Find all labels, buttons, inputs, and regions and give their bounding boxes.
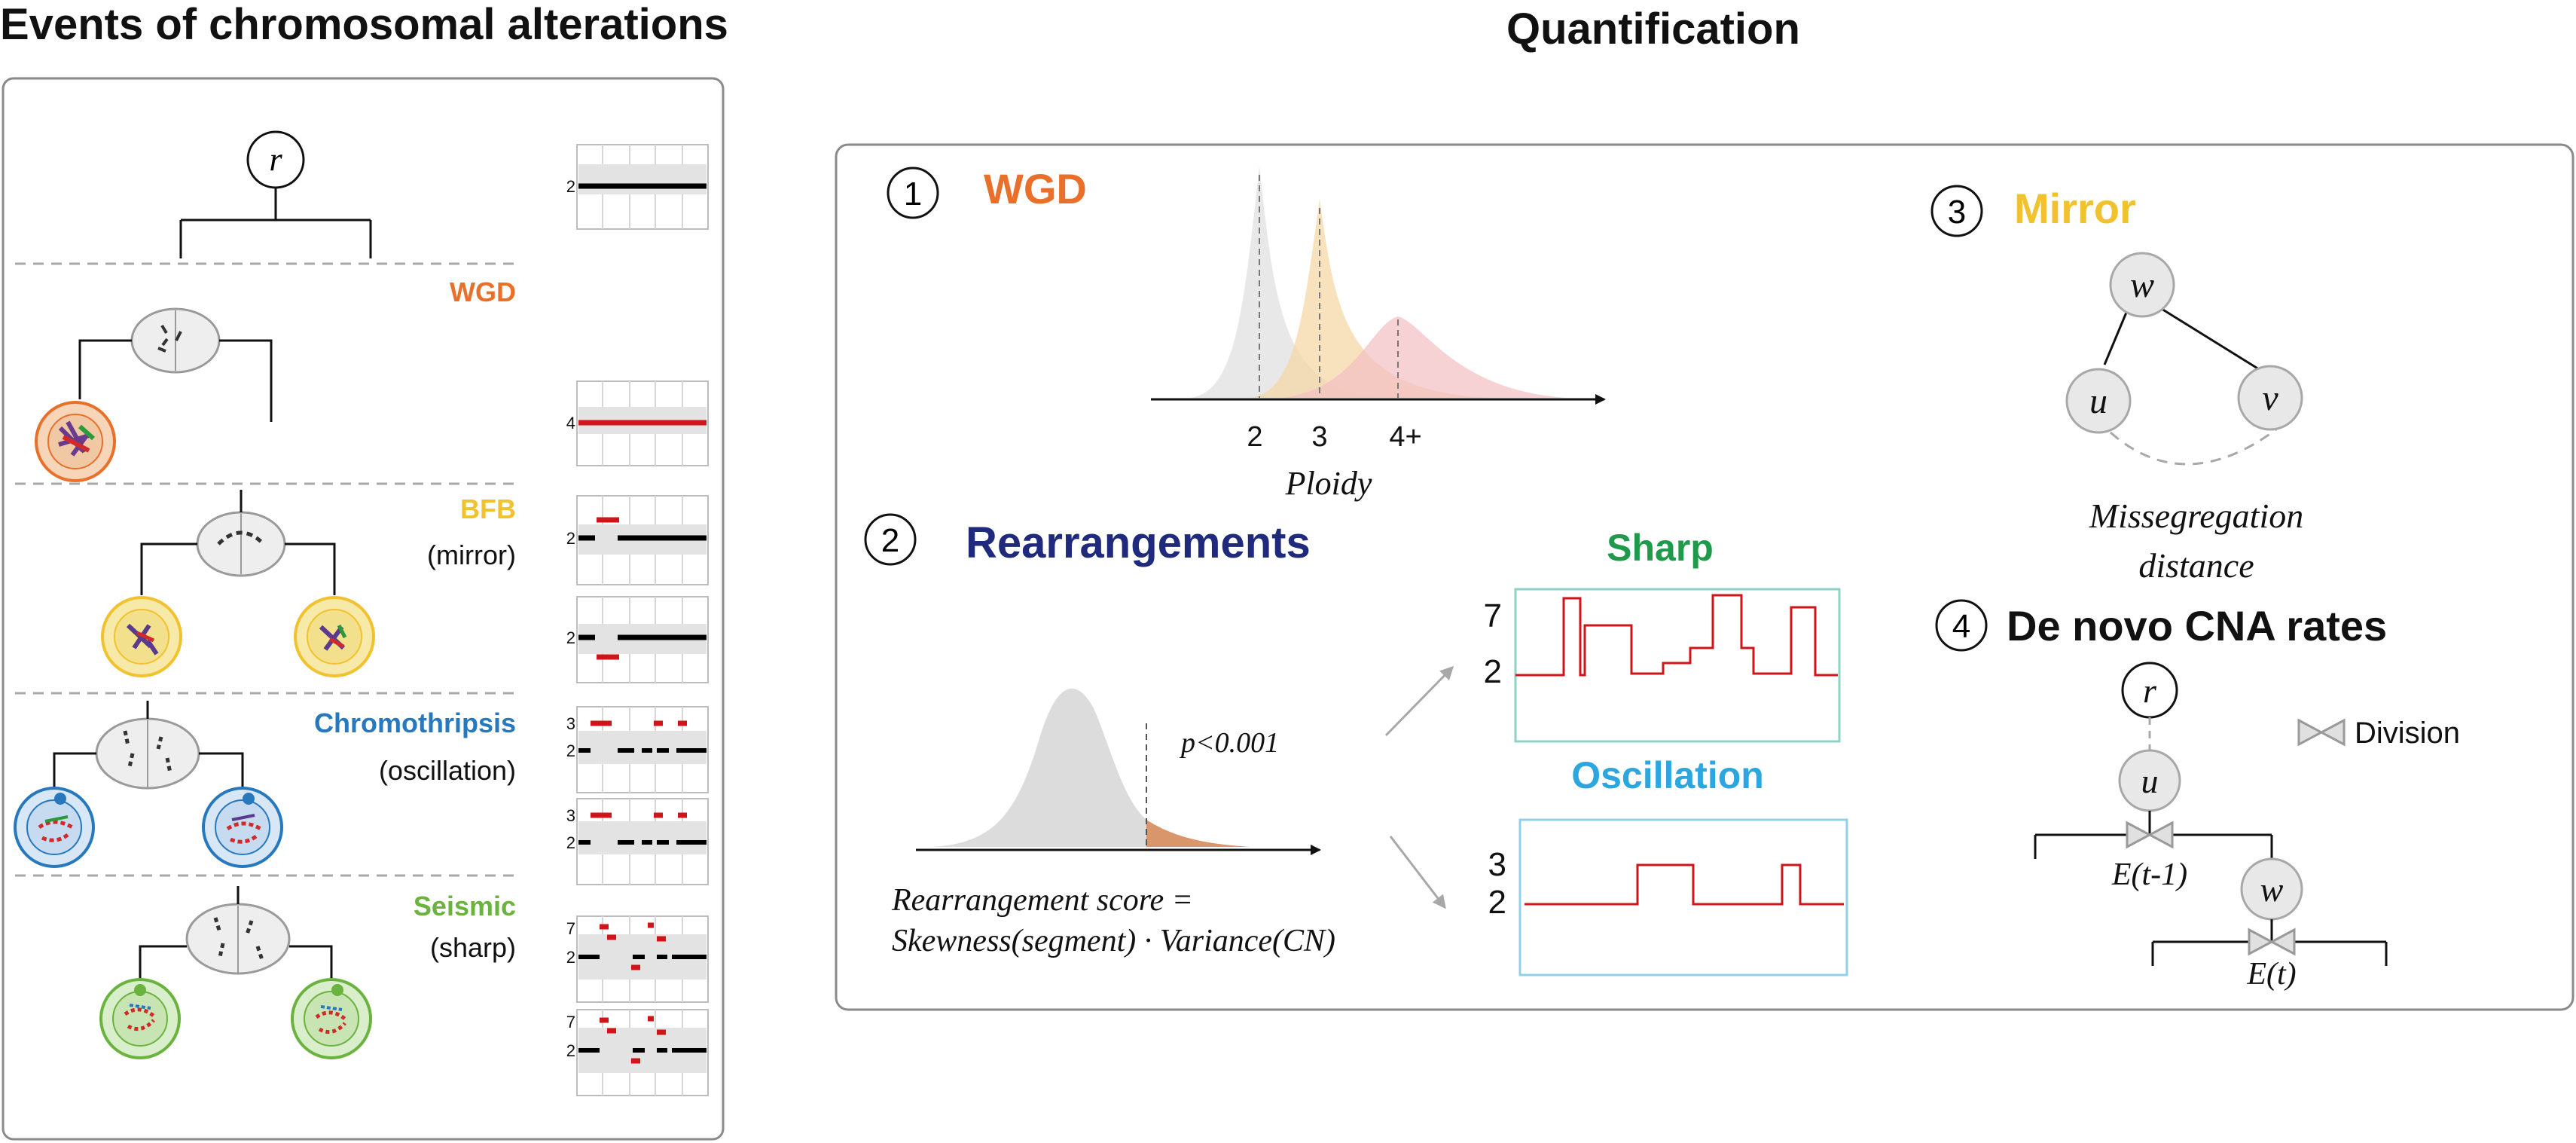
division-legend-label: Division (2355, 717, 2460, 750)
cn-tick-p5a: 3 (566, 714, 575, 733)
mirror-caption-line1: Missegregation (2089, 497, 2304, 535)
mirror-number: 3 (1948, 194, 1966, 231)
arrow-to-sharp (1384, 665, 1454, 737)
division-legend-icon (2297, 718, 2346, 747)
root-tree (179, 188, 372, 258)
cn-tick-p6a: 3 (566, 806, 575, 825)
rate-label-e-t: E(t) (2246, 957, 2296, 992)
event-label-wgd: WGD (450, 277, 516, 307)
cn-tick-p7b: 2 (566, 948, 575, 967)
left-panel-title: Events of chromosomal alterations (0, 0, 728, 49)
oscillation-tick-3: 3 (1488, 846, 1506, 883)
cn-tick-p8b: 2 (566, 1041, 575, 1060)
cn-tick-p5b: 2 (566, 741, 575, 760)
event-label-bfb: BFB (460, 494, 516, 524)
formula-line1: Rearrangement score = (891, 883, 1193, 918)
division-symbol-upper (2126, 821, 2174, 849)
cn-tick-p8a: 7 (566, 1013, 575, 1031)
cn-tick-p7a: 7 (566, 919, 575, 938)
seismic-dividing-cell (185, 903, 291, 975)
division-symbol-lower (2248, 928, 2296, 956)
cn-tick-p4: 2 (566, 628, 575, 647)
missegregation-arc (2110, 428, 2277, 466)
denovo-node-u-label: u (2141, 762, 2159, 800)
mirror-node-v-label: v (2262, 378, 2278, 418)
chromothripsis-cell-left (14, 787, 95, 868)
oscillation-heading: Oscillation (1571, 754, 1764, 796)
denovo-node-r-label: r (2143, 671, 2157, 710)
rearr-number-circle (864, 513, 917, 566)
chromothripsis-dividing-cell (95, 717, 200, 790)
mirror-caption-line2: distance (2138, 546, 2254, 585)
denovo-heading: De novo CNA rates (2007, 602, 2387, 649)
mirror-heading: Mirror (2014, 185, 2136, 232)
event-separators (15, 262, 520, 877)
sharp-panel-frame (1514, 588, 1841, 743)
ploidy-tick-4plus: 4+ (1389, 421, 1421, 453)
event-label-seismic: Seismic (414, 891, 516, 921)
mirror-node-v (2237, 365, 2303, 431)
wgd-heading: WGD (984, 165, 1087, 212)
rate-label-e-t-minus-1: E(t-1) (2111, 857, 2187, 892)
sharp-tick-7: 7 (1484, 597, 1502, 634)
cn-tick-p6b: 2 (566, 833, 575, 852)
ploidy-distribution (1151, 166, 1606, 405)
wgd-cell (35, 401, 116, 482)
chromothripsis-cell-right (202, 787, 283, 868)
right-panel-title: Quantification (1506, 5, 1800, 53)
mirror-node-w-label: w (2130, 265, 2154, 305)
root-node-label: r (269, 141, 282, 178)
right-panel-frame (835, 143, 2574, 1011)
denovo-number-circle (1935, 599, 1988, 652)
rearr-number: 2 (881, 522, 899, 559)
wgd-number-circle (887, 167, 939, 219)
cn-tick-p3: 2 (566, 529, 575, 548)
event-sub-chromothripsis: (oscillation) (379, 755, 516, 786)
ploidy-tick-2: 2 (1247, 421, 1262, 453)
mirror-node-u-label: u (2089, 381, 2107, 421)
ploidy-tick-3: 3 (1311, 421, 1327, 453)
wgd-number: 1 (904, 176, 922, 212)
event-sub-bfb: (mirror) (427, 539, 516, 570)
sharp-tick-2: 2 (1484, 653, 1502, 690)
arrow-to-oscillation (1389, 836, 1446, 909)
wgd-tree (78, 339, 273, 422)
event-sub-seismic: (sharp) (430, 932, 516, 963)
mirror-node-u (2065, 368, 2132, 434)
seismic-tree (139, 886, 333, 981)
copy-number-panels: 2 4 2 2 3 2 3 2 7 2 7 2 (566, 144, 709, 1096)
sharp-heading: Sharp (1607, 527, 1714, 569)
mirror-number-circle (1930, 185, 1983, 237)
wgd-dividing-cell (130, 307, 221, 374)
formula-line2: Skewness(segment) · Variance(CN) (892, 924, 1335, 958)
bfb-tree (140, 490, 336, 595)
event-label-chromothripsis: Chromothripsis (314, 707, 516, 738)
sharp-cn-profile (1515, 594, 1838, 677)
p-value-label: p<0.001 (1179, 727, 1279, 759)
rearr-heading: Rearrangements (966, 518, 1311, 567)
seismic-cell-left (99, 978, 181, 1059)
bfb-cell-right (294, 596, 375, 677)
denovo-node-w-label: w (2260, 870, 2284, 909)
denovo-number: 4 (1952, 608, 1970, 645)
chromothripsis-tree (53, 701, 244, 790)
seismic-cell-right (291, 978, 372, 1059)
oscillation-panel-frame (1518, 818, 1848, 976)
bfb-cell-left (101, 596, 182, 677)
skew-distribution (916, 688, 1321, 855)
oscillation-cn-profile (1525, 863, 1844, 906)
mirror-node-w (2109, 252, 2175, 318)
cn-tick-p1: 2 (566, 177, 575, 196)
bfb-dividing-cell (196, 511, 286, 577)
ploidy-axis-label: Ploidy (1285, 465, 1372, 502)
oscillation-tick-2: 2 (1488, 884, 1506, 921)
left-panel-frame (2, 77, 725, 1141)
cn-tick-p2: 4 (566, 414, 575, 432)
mirror-tree (2103, 307, 2260, 371)
